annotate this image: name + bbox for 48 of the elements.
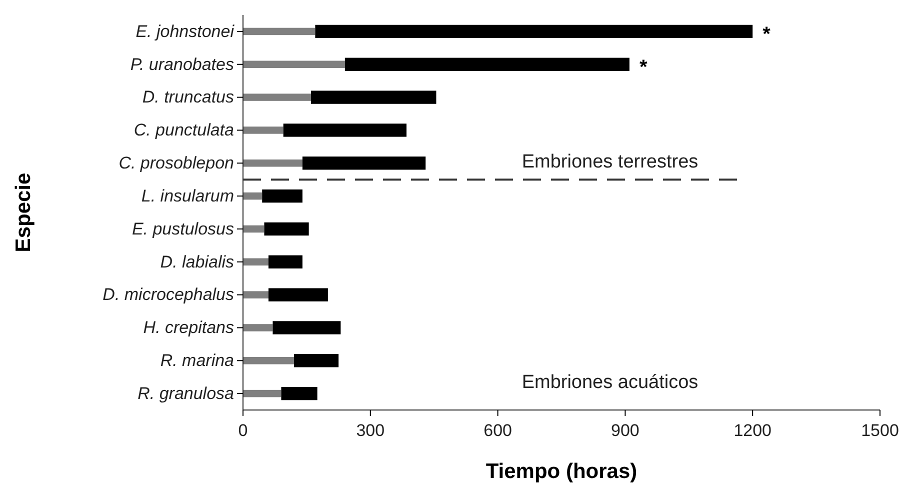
bar: [243, 225, 264, 233]
bar: [344, 58, 630, 71]
x-tick-label: 300: [356, 421, 385, 440]
bar: [262, 189, 302, 203]
annotation: *: [639, 56, 648, 78]
bar: [302, 156, 426, 170]
y-tick-label: E. johnstonei: [136, 22, 236, 41]
annotation: Embriones acuáticos: [522, 372, 698, 393]
bar: [243, 258, 268, 266]
y-axis-title: Especie: [12, 172, 35, 252]
bar: [243, 291, 268, 298]
annotation: *: [762, 23, 771, 46]
y-tick-label: R. marina: [160, 351, 234, 370]
x-tick-label: 1500: [861, 421, 899, 440]
bar: [283, 124, 406, 137]
x-tick-label: 0: [238, 421, 248, 440]
bar: [243, 160, 302, 167]
y-tick-label: P. uranobates: [130, 54, 234, 74]
y-tick-label: D. microcephalus: [102, 285, 234, 304]
y-tick-label: H. crepitans: [143, 318, 234, 338]
bar: [264, 222, 309, 236]
x-tick-label: 900: [611, 421, 640, 440]
y-tick-label: D. truncatus: [142, 88, 234, 107]
bar: [243, 192, 262, 200]
y-tick-label: E. pustulosus: [132, 219, 234, 238]
x-tick-label: 1200: [734, 421, 772, 440]
bar: [243, 60, 345, 68]
bar: [281, 386, 318, 400]
bar: [243, 324, 273, 332]
bar: [272, 321, 341, 334]
bar: [243, 94, 311, 101]
bar: [315, 24, 753, 38]
bar: [310, 90, 436, 104]
x-tick-label: 600: [484, 421, 512, 440]
bar: [243, 357, 294, 364]
bar: [294, 354, 339, 368]
bar: [243, 28, 316, 36]
x-axis-title: Tiempo (horas): [486, 460, 638, 483]
y-tick-label: C. prosoblepon: [118, 154, 234, 173]
bar: [268, 288, 328, 302]
annotation: Embriones terrestres: [522, 152, 698, 173]
bar: [243, 390, 282, 398]
y-tick-label: D. labialis: [160, 252, 234, 272]
bar: [268, 255, 302, 268]
y-tick-label: L. insularum: [141, 186, 234, 206]
y-tick-label: R. granulosa: [138, 384, 234, 403]
bar: [243, 126, 284, 134]
y-tick-label: C. punctulata: [134, 120, 234, 140]
